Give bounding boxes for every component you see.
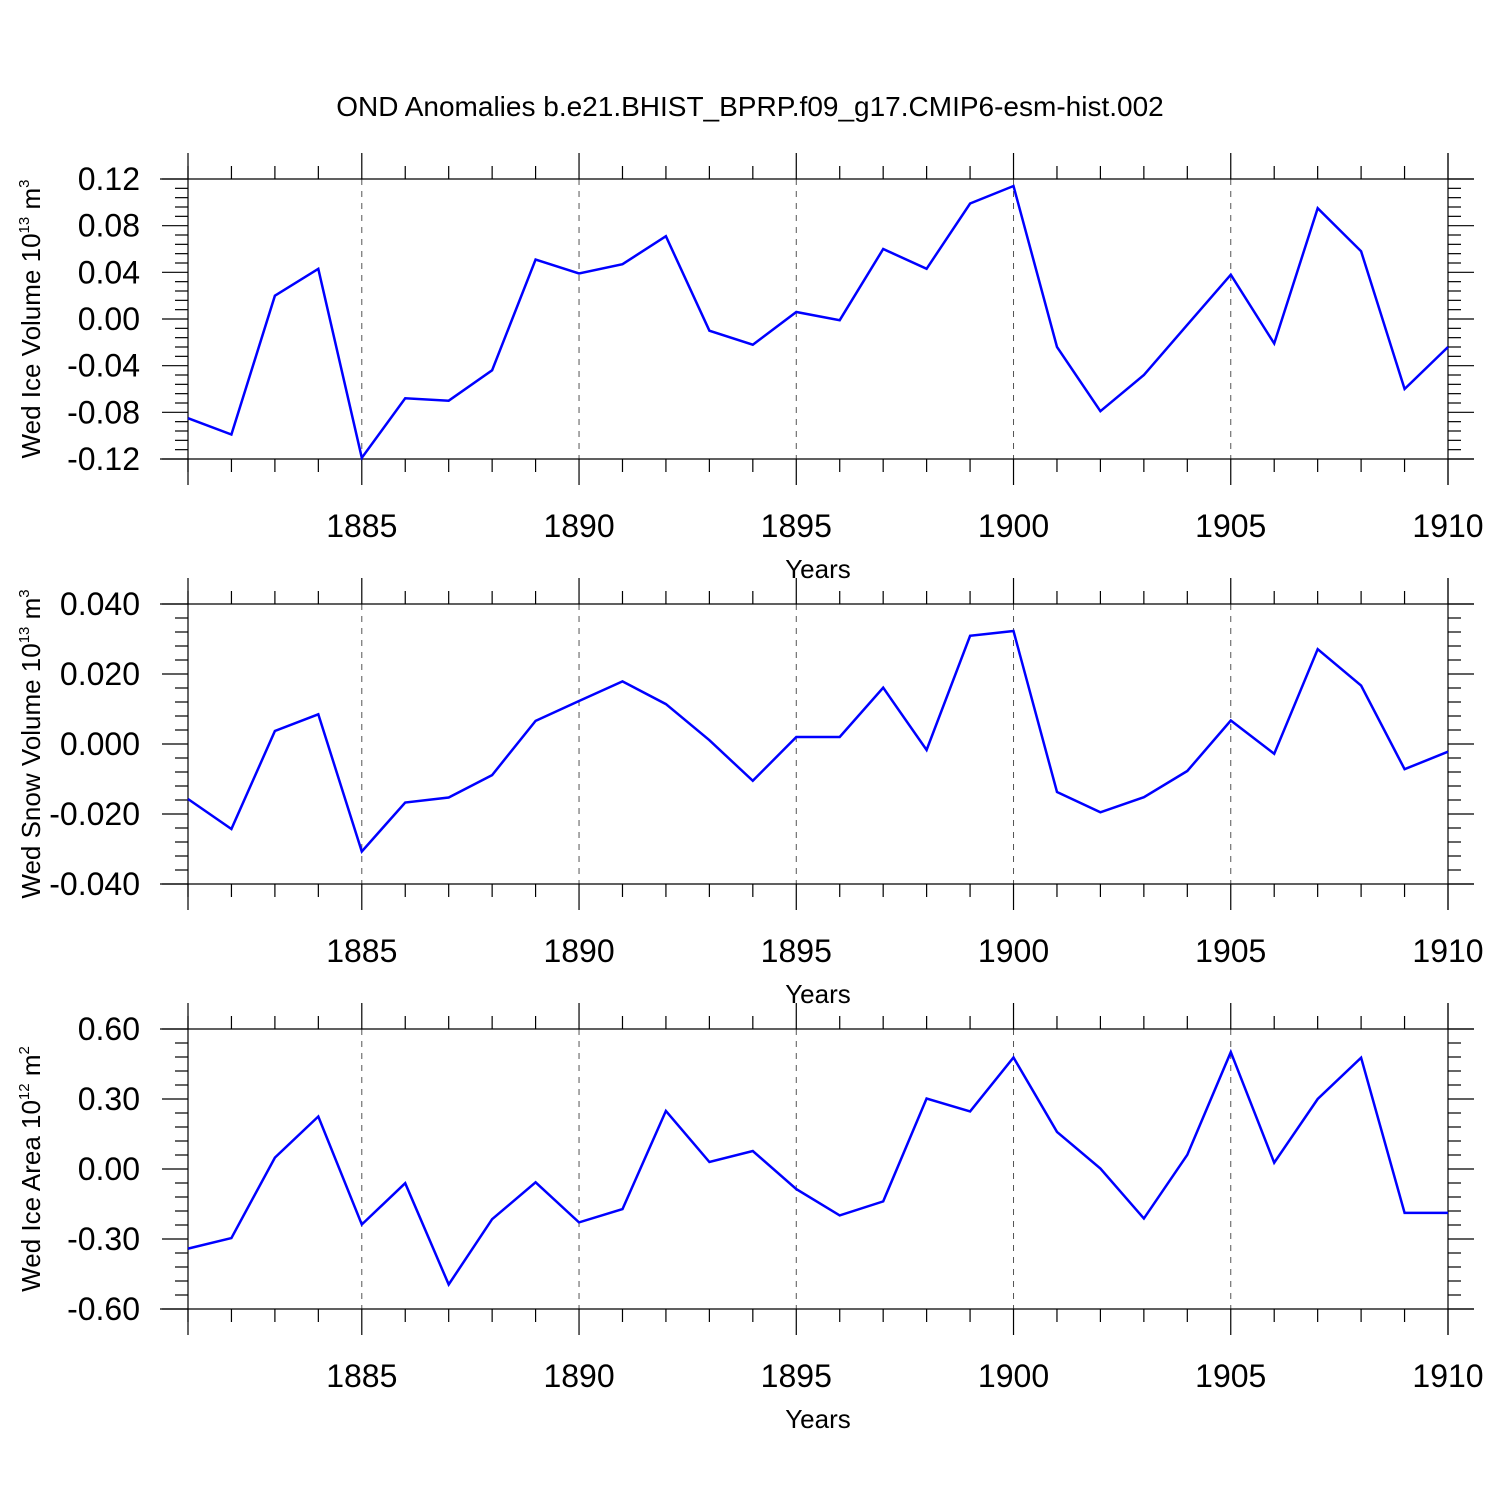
- x-axis-label: Years: [785, 554, 851, 584]
- x-tick-label: 1890: [543, 933, 614, 969]
- series-line: [187, 1048, 1448, 1288]
- y-axis-label-exp1: 13: [16, 217, 33, 234]
- x-tick-label: 1910: [1412, 1358, 1483, 1394]
- y-tick-label: -0.60: [67, 1291, 140, 1327]
- x-tick-label: 1905: [1195, 1358, 1266, 1394]
- y-axis-label-exp1: 12: [16, 1083, 33, 1100]
- y-tick-label: 0.60: [78, 1011, 140, 1047]
- panel-3: 1885 1890 1895 1900 1905 1910 -0.60 -0.30 0.00 0.…: [16, 1003, 1484, 1434]
- panel-2: 1885 1890 1895 1900 1905 1910 -0.040 -0.020 0.00…: [16, 578, 1484, 1009]
- y-axis-label-exp2: 2: [16, 1046, 33, 1054]
- y-axis-label-base: Wed Ice Area 10: [16, 1100, 46, 1292]
- y-tick-label: 0.040: [60, 586, 140, 622]
- y-axis-label-mid: m: [16, 188, 46, 217]
- x-tick-label: 1910: [1412, 508, 1483, 544]
- y-tick-label: -0.04: [67, 348, 140, 384]
- x-tick-label: 1885: [326, 508, 397, 544]
- panels: 1885 1890 1895 1900 1905 1910-0.12-0.08-0.040…: [16, 153, 1484, 1434]
- y-axis-label-base: Wed Ice Volume 10: [16, 233, 46, 458]
- x-tick-label: 1895: [761, 1358, 832, 1394]
- x-tick-label: 1900: [978, 508, 1049, 544]
- x-tick-label: 1890: [543, 1358, 614, 1394]
- y-tick-label: -0.08: [67, 394, 140, 430]
- y-tick-label: 0.00: [78, 1151, 140, 1187]
- y-tick-label: 0.00: [78, 301, 140, 337]
- y-axis-label-mid: m: [16, 1055, 46, 1084]
- y-tick-label: -0.020: [49, 796, 140, 832]
- y-tick-label: 0.020: [60, 656, 140, 692]
- y-tick-label: 0.000: [60, 726, 140, 762]
- x-tick-label: 1885: [326, 1358, 397, 1394]
- x-tick-label: 1910: [1412, 933, 1483, 969]
- y-tick-label: 0.12: [78, 161, 140, 197]
- x-axis-label: Years: [785, 979, 851, 1009]
- x-tick-label: 1895: [761, 933, 832, 969]
- series-line: [187, 184, 1449, 461]
- y-axis-label-exp2: 3: [16, 180, 33, 188]
- panel-1: 1885 1890 1895 1900 1905 1910 -0.12 -0.08 -0.04 0…: [16, 153, 1484, 584]
- x-tick-label: 1895: [761, 508, 832, 544]
- y-tick-label: 0.30: [78, 1081, 140, 1117]
- y-axis-label: Wed Ice Area 1012 m2: [16, 1046, 46, 1292]
- y-tick-label: -0.12: [67, 441, 140, 477]
- y-tick-label: 0.04: [78, 254, 140, 290]
- chart-title: OND Anomalies b.e21.BHIST_BPRP.f09_g17.C…: [336, 91, 1163, 122]
- x-tick-label: 1905: [1195, 933, 1266, 969]
- y-axis-label-exp2: 3: [16, 589, 33, 597]
- y-tick-label: -0.040: [49, 866, 140, 902]
- y-axis-label-mid: m: [16, 598, 46, 627]
- x-tick-label: 1900: [978, 1358, 1049, 1394]
- y-axis-label: Wed Snow Volume 1013 m3: [16, 589, 46, 898]
- y-tick-label: 0.08: [78, 208, 140, 244]
- y-axis-label-base: Wed Snow Volume 10: [16, 643, 46, 898]
- y-axis-label-exp1: 13: [16, 627, 33, 644]
- series-line: [187, 629, 1449, 854]
- x-tick-label: 1890: [543, 508, 614, 544]
- y-axis-label: Wed Ice Volume 1013 m3: [16, 180, 46, 459]
- x-tick-label: 1885: [326, 933, 397, 969]
- y-tick-label: -0.30: [67, 1221, 140, 1257]
- x-axis-label: Years: [785, 1404, 851, 1434]
- x-tick-label: 1900: [978, 933, 1049, 969]
- x-tick-label: 1905: [1195, 508, 1266, 544]
